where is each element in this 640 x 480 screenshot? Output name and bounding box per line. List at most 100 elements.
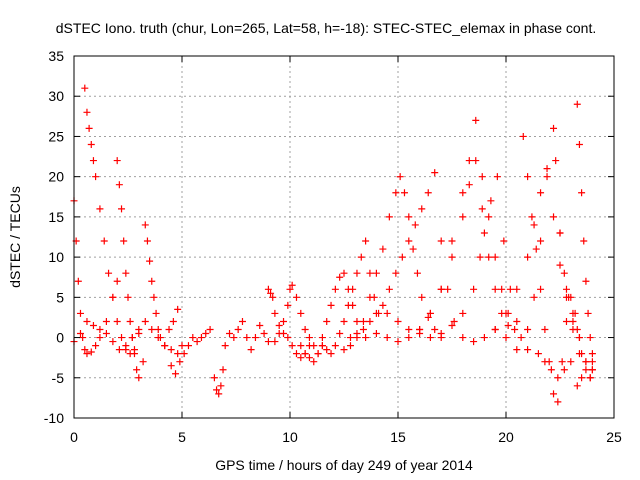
y-tick-label: 35: [48, 48, 64, 64]
data-point: [346, 334, 354, 342]
data-point: [573, 100, 581, 108]
data-point: [284, 334, 292, 342]
data-point: [139, 358, 147, 366]
data-point: [310, 358, 318, 366]
data-point: [558, 358, 566, 366]
data-point: [424, 189, 432, 197]
data-point: [478, 173, 486, 181]
data-point: [394, 338, 402, 346]
data-point: [118, 334, 126, 342]
data-point: [74, 277, 82, 285]
data-point: [470, 338, 478, 346]
data-point: [398, 253, 406, 261]
data-point: [269, 293, 277, 301]
data-point: [562, 285, 570, 293]
data-point: [122, 269, 130, 277]
data-point: [174, 350, 182, 358]
x-tick-label: 20: [498, 429, 514, 445]
x-tick-label: 15: [390, 429, 406, 445]
data-point: [275, 330, 283, 338]
data-point: [554, 374, 562, 382]
data-point: [247, 346, 255, 354]
data-point: [524, 253, 532, 261]
data-point: [115, 181, 123, 189]
data-point: [92, 342, 100, 350]
data-point: [359, 326, 367, 334]
data-point: [83, 317, 91, 325]
data-point: [118, 205, 126, 213]
data-point: [537, 237, 545, 245]
data-point: [491, 285, 499, 293]
data-point: [394, 317, 402, 325]
data-point: [314, 350, 322, 358]
data-point: [550, 124, 558, 132]
data-point: [569, 317, 577, 325]
data-point: [578, 189, 586, 197]
data-point: [431, 169, 439, 177]
data-point: [565, 293, 573, 301]
y-tick-label: 10: [48, 249, 64, 265]
data-point: [124, 293, 132, 301]
data-point: [511, 326, 519, 334]
data-point: [344, 301, 352, 309]
y-tick-label: -5: [52, 370, 65, 386]
data-point: [109, 338, 117, 346]
y-tick-label: 15: [48, 209, 64, 225]
data-point: [372, 309, 380, 317]
data-point: [301, 326, 309, 334]
data-point: [76, 309, 84, 317]
data-point: [96, 334, 104, 342]
data-point: [122, 342, 130, 350]
data-point: [113, 277, 121, 285]
data-point: [409, 245, 417, 253]
data-point: [573, 326, 581, 334]
data-point: [550, 390, 558, 398]
data-point: [271, 338, 279, 346]
data-point: [582, 366, 590, 374]
data-point: [143, 237, 151, 245]
plot-frame: [73, 55, 615, 419]
data-point: [437, 237, 445, 245]
data-point: [532, 245, 540, 253]
data-point: [133, 366, 141, 374]
x-axis-label: GPS time / hours of day 249 of year 2014: [215, 457, 473, 473]
data-point: [480, 334, 488, 342]
data-point: [491, 326, 499, 334]
data-point: [362, 237, 370, 245]
x-tick-label: 5: [178, 429, 186, 445]
data-point: [197, 334, 205, 342]
data-point: [217, 382, 225, 390]
data-point: [146, 257, 154, 265]
data-point: [413, 269, 421, 277]
data-point: [588, 358, 596, 366]
data-point: [541, 358, 549, 366]
data-point: [506, 285, 514, 293]
data-point: [582, 358, 590, 366]
data-point: [513, 346, 521, 354]
data-point: [336, 330, 344, 338]
data-point: [504, 321, 512, 329]
data-point: [346, 342, 354, 350]
data-point: [152, 309, 160, 317]
data-point: [148, 277, 156, 285]
grid: [74, 56, 614, 418]
data-point: [154, 334, 162, 342]
data-point: [379, 245, 387, 253]
data-point: [543, 165, 551, 173]
axes: 0 5 10 15 20 25 -10 -5 0 5 10 15 20 25 30 35: [44, 48, 622, 445]
data-point: [396, 173, 404, 181]
data-point: [560, 269, 568, 277]
data-point: [478, 205, 486, 213]
data-point: [297, 309, 305, 317]
data-point: [530, 293, 538, 301]
data-point: [405, 334, 413, 342]
data-point: [554, 398, 562, 406]
data-point: [493, 173, 501, 181]
data-point: [418, 293, 426, 301]
data-point: [109, 293, 117, 301]
data-point: [161, 342, 169, 350]
chart-title: dSTEC Iono. truth (chur, Lon=265, Lat=58…: [56, 20, 596, 36]
data-point: [465, 157, 473, 165]
data-point: [213, 386, 221, 394]
